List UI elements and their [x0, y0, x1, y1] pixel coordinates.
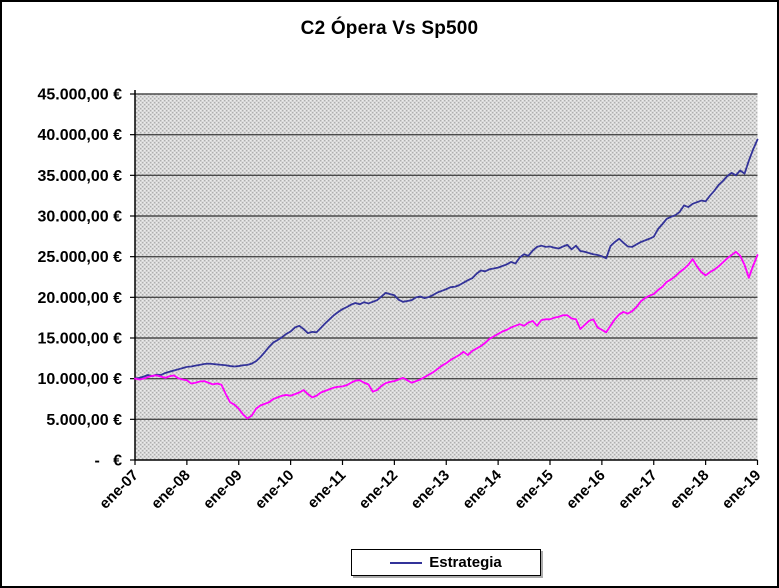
x-axis-label: ene-19: [719, 467, 765, 513]
x-axis-label: ene-12: [356, 467, 402, 513]
x-axis-label: ene-17: [615, 467, 661, 513]
x-axis-label: ene-13: [407, 467, 453, 513]
plot-area: [135, 94, 758, 460]
y-axis-label: 45.000,00 €: [37, 87, 122, 104]
x-axis-label: ene-07: [96, 467, 142, 513]
legend-line-sample-icon: [390, 561, 423, 564]
series-estrategia: [134, 138, 759, 380]
y-axis-label: 10.000,00 €: [37, 371, 122, 388]
chart-title: C2 Ópera Vs Sp500: [300, 18, 479, 39]
y-axis-label: 15.000,00 €: [37, 331, 122, 348]
legend-label: Estrategia: [429, 554, 502, 571]
x-axis-label: ene-18: [667, 467, 713, 513]
x-axis-label: ene-09: [200, 467, 246, 513]
y-axis-label: 30.000,00 €: [37, 209, 122, 226]
y-axis-label: 25.000,00 €: [37, 249, 122, 266]
y-axis-label: 35.000,00 €: [37, 168, 122, 185]
y-axis-label: - €: [94, 453, 122, 470]
series-sp500: [134, 250, 759, 420]
x-axis-label: ene-08: [148, 467, 194, 513]
x-axis-label: ene-16: [563, 467, 609, 513]
x-axis-label: ene-11: [304, 467, 349, 512]
x-axis-label: ene-14: [459, 466, 505, 512]
y-axis-label: 5.000,00 €: [46, 412, 122, 429]
legend: Estrategia: [351, 549, 541, 576]
x-axis-label: ene-15: [511, 467, 557, 513]
x-axis-label: ene-10: [252, 467, 298, 513]
y-axis-label: 20.000,00 €: [37, 290, 122, 307]
y-axis-label: 40.000,00 €: [37, 127, 122, 144]
